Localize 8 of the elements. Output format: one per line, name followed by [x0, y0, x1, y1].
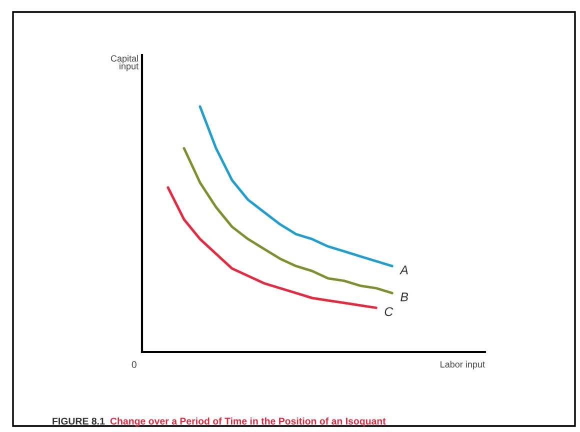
- series-label: A: [400, 266, 408, 274]
- series-label: B: [400, 292, 408, 302]
- x-axis-title: Labor input: [440, 360, 485, 370]
- text: 0: [132, 361, 136, 368]
- series-label: C: [384, 307, 394, 316]
- y-axis-title: Capital input: [110, 55, 139, 72]
- text: Change over a Period of Time in the Position of an Isoquant: [110, 417, 386, 427]
- caption: FIGURE 8.1: [52, 418, 105, 425]
